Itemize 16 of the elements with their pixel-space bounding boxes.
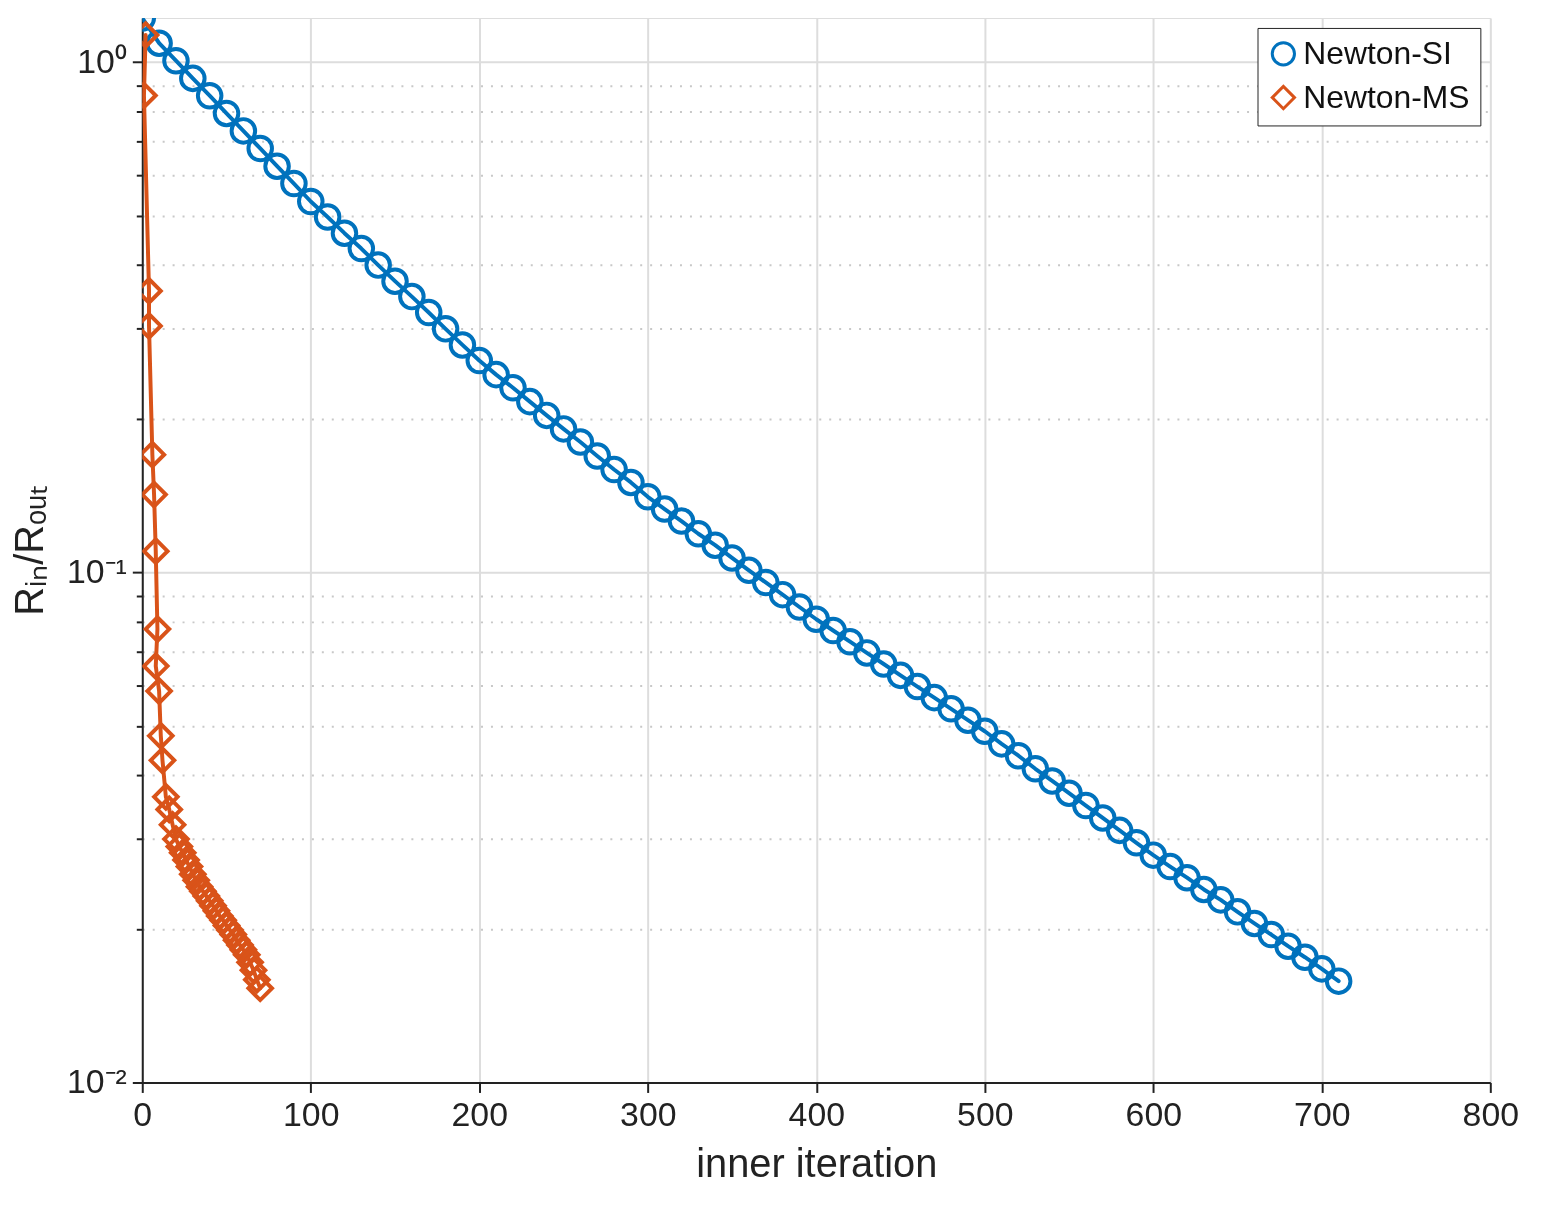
y-axis-title: Rᵢₙ/Rₒᵤₜ — [7, 485, 52, 616]
legend-label: Newton-MS — [1303, 78, 1470, 115]
x-axis-title: inner iteration — [696, 1140, 938, 1185]
x-tick-label: 200 — [451, 1094, 508, 1133]
x-tick-label: 500 — [957, 1094, 1014, 1133]
x-tick-label: 300 — [620, 1094, 677, 1133]
legend-label: Newton-SI — [1303, 34, 1452, 71]
x-tick-label: 700 — [1294, 1094, 1351, 1133]
x-tick-label: 600 — [1125, 1094, 1182, 1133]
y-tick-label: 10⁰ — [77, 41, 127, 80]
x-tick-label: 100 — [283, 1094, 340, 1133]
x-tick-label: 0 — [133, 1094, 153, 1133]
y-tick-label: 10⁻¹ — [66, 551, 127, 590]
x-tick-label: 400 — [788, 1094, 845, 1133]
y-tick-label: 10⁻² — [66, 1061, 127, 1100]
x-tick-label: 800 — [1462, 1094, 1520, 1133]
